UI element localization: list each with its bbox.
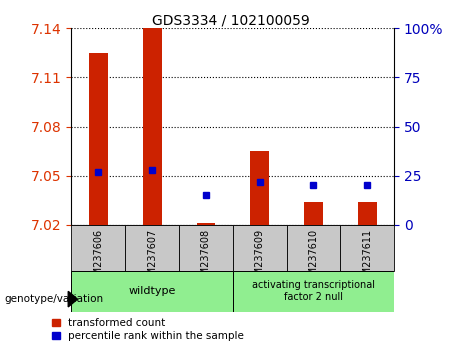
- Text: GSM237607: GSM237607: [147, 228, 157, 288]
- FancyBboxPatch shape: [71, 225, 125, 271]
- Text: activating transcriptional
factor 2 null: activating transcriptional factor 2 null: [252, 280, 375, 302]
- Text: wildtype: wildtype: [129, 286, 176, 296]
- FancyBboxPatch shape: [125, 225, 179, 271]
- Text: GSM237608: GSM237608: [201, 228, 211, 287]
- FancyBboxPatch shape: [71, 271, 233, 312]
- Text: genotype/variation: genotype/variation: [5, 294, 104, 304]
- Text: GSM237611: GSM237611: [362, 228, 372, 287]
- Bar: [250, 151, 269, 225]
- Bar: [143, 28, 161, 225]
- Text: GSM237606: GSM237606: [93, 228, 103, 287]
- Text: GDS3334 / 102100059: GDS3334 / 102100059: [152, 13, 309, 28]
- FancyBboxPatch shape: [233, 225, 287, 271]
- FancyBboxPatch shape: [179, 225, 233, 271]
- Polygon shape: [68, 291, 77, 307]
- Bar: [196, 223, 215, 225]
- Text: GSM237610: GSM237610: [308, 228, 319, 287]
- Bar: [304, 202, 323, 225]
- FancyBboxPatch shape: [233, 271, 394, 312]
- FancyBboxPatch shape: [287, 225, 340, 271]
- Legend: transformed count, percentile rank within the sample: transformed count, percentile rank withi…: [51, 318, 245, 342]
- Bar: [358, 202, 377, 225]
- Bar: [89, 53, 108, 225]
- Text: GSM237609: GSM237609: [254, 228, 265, 287]
- FancyBboxPatch shape: [340, 225, 394, 271]
